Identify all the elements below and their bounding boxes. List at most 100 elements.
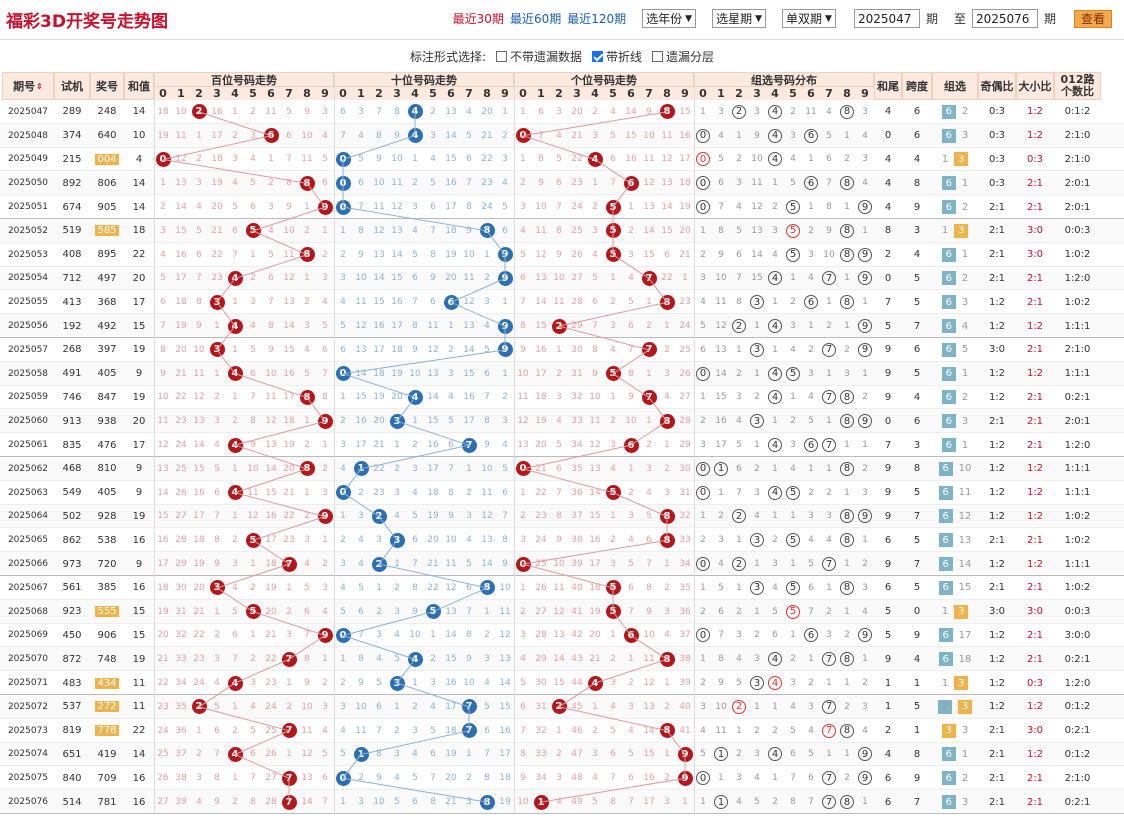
cell-sum: 15 [132, 606, 146, 618]
group-digit-circle: 0 [696, 557, 710, 572]
group-cell: 3 [736, 773, 742, 784]
group-cell: 7 [808, 606, 814, 617]
checkbox-icon[interactable] [496, 50, 507, 62]
cell-tail: 6 [884, 582, 892, 594]
cell-sum: 10 [132, 130, 146, 142]
option-omission-layer[interactable]: 遗漏分层 [652, 48, 714, 65]
cell-trial: 413 [62, 296, 82, 308]
digit-cell: 4 [592, 773, 598, 784]
drawn-ball: 5 [605, 604, 621, 620]
group-digit-circle: 8 [840, 104, 854, 119]
digit-cell: 13 [355, 344, 367, 355]
digit-cell: 4 [502, 178, 508, 189]
digit-cell: 47 [571, 749, 583, 760]
digit-cell: 5 [604, 219, 622, 243]
recent-120-link[interactable]: 最近120期 [567, 12, 627, 26]
parity-select[interactable]: 单双期 ▼ [782, 9, 836, 28]
drawn-ball: 6 [623, 627, 639, 643]
digit-cell: 6 [358, 606, 364, 617]
digit-cell: 8 [658, 100, 676, 124]
digit-cell: 9 [316, 505, 334, 529]
digit-cell: 2 [484, 630, 490, 641]
query-button[interactable]: 查看 [1073, 9, 1112, 28]
digit-cell: 8 [658, 647, 676, 671]
digit-cell: 30 [679, 463, 691, 474]
recent-30-link[interactable]: 最近30期 [452, 12, 504, 26]
digit-cell: 16 [625, 154, 637, 165]
digit-cell: 9 [160, 368, 166, 379]
digit-cell: 46 [571, 725, 583, 736]
digit-cell: 2 [340, 678, 346, 689]
digit-cell: 4 [430, 701, 436, 712]
digit-cell: 9 [316, 409, 334, 433]
digit-cell: 8 [376, 749, 382, 760]
cell-bs: 1:2 [1026, 701, 1044, 713]
digit-cell: 11 [301, 725, 313, 736]
cell-trial: 215 [62, 153, 82, 165]
drawn-ball: 8 [659, 508, 675, 524]
group-digit-circle: 5 [786, 604, 800, 619]
cell-tail: 9 [884, 368, 892, 380]
digit-cell: 26 [571, 249, 583, 260]
digit-cell: 14 [481, 559, 493, 570]
cell-span: 4 [913, 249, 921, 261]
digit-cell: 17 [535, 368, 547, 379]
digit-cell: 23 [373, 487, 385, 498]
cell-tail: 5 [884, 606, 892, 618]
digit-cell: 17 [175, 273, 187, 284]
digit-header: 2 [730, 87, 748, 100]
digit-cell: 16 [499, 725, 511, 736]
group-type-badge: 6 [941, 176, 956, 191]
col-header-issue[interactable]: 期号 ⇕ [2, 72, 54, 100]
group-cell: 6 [736, 463, 742, 474]
cell-prize: 248 [90, 100, 124, 124]
sort-icon[interactable]: ⇕ [36, 81, 43, 91]
digit-cell: 27 [571, 273, 583, 284]
drawn-ball: 7 [461, 699, 477, 715]
group-cell: 13 [715, 344, 727, 355]
digit-cell: 4 [412, 749, 418, 760]
drawn-ball: 3 [209, 294, 225, 310]
digit-cell: 10 [283, 225, 295, 236]
digit-cell: 5 [592, 273, 598, 284]
digit-cell: 22 [265, 654, 277, 665]
cell-r: 0:1:2 [1064, 106, 1091, 118]
to-issue-input[interactable]: 2025076 [971, 9, 1038, 28]
recent-60-link[interactable]: 最近60期 [509, 12, 562, 26]
digit-cell: 3 [664, 606, 670, 617]
cell-span: 5 [913, 487, 921, 499]
drawn-ball: 7 [461, 437, 477, 453]
digit-cell: 9 [676, 743, 694, 767]
option-no-omission[interactable]: 不带遗漏数据 [496, 48, 582, 65]
cell-bs: 1:2 [1026, 487, 1044, 499]
checkbox-checked-icon[interactable] [592, 50, 604, 62]
cell-oe: 2:1 [988, 772, 1006, 784]
digit-cell: 12 [517, 416, 529, 427]
digit-cell: 5 [340, 606, 346, 617]
digit-cell: 10 [553, 559, 565, 570]
group-digit-circle: 1 [714, 795, 728, 810]
option-polyline[interactable]: 带折线 [592, 48, 642, 65]
from-issue-input[interactable]: 2025047 [853, 9, 920, 28]
digit-cell: 6 [430, 297, 436, 308]
group-digit-circle: 5 [786, 223, 800, 238]
week-select[interactable]: 选星期 ▼ [712, 9, 766, 28]
digit-cell: 40 [571, 582, 583, 593]
cell-tail: 9 [884, 510, 892, 522]
group-type-omission: 3 [961, 130, 969, 142]
digit-header: 3 [208, 87, 226, 100]
group-cell: 16 [715, 416, 727, 427]
cell-r: 2:1:0 [1064, 772, 1091, 784]
digit-cell: 7 [610, 178, 616, 189]
group-type-omission: 18 [958, 653, 972, 665]
group-cell: 8 [838, 528, 856, 552]
digit-cell: 4 [664, 392, 670, 403]
checkbox-icon[interactable] [652, 50, 664, 62]
year-select[interactable]: 选年份 ▼ [642, 9, 697, 28]
digit-header: 2 [190, 87, 208, 100]
digit-cell: 37 [679, 630, 691, 641]
group-cell: 3 [748, 290, 766, 314]
